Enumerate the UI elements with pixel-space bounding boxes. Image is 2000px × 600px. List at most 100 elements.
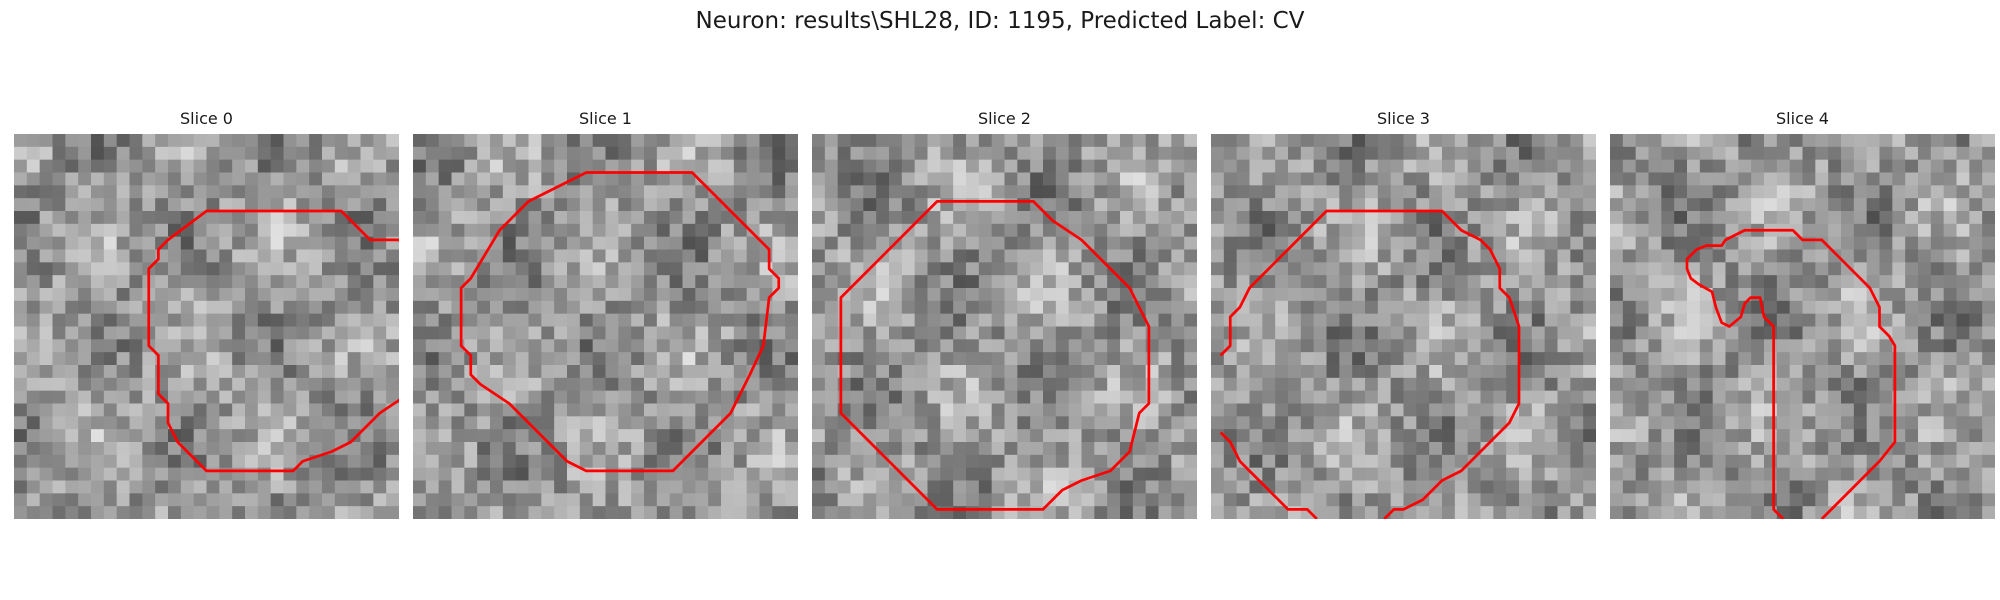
- image-pixel: [1557, 442, 1571, 456]
- image-pixel: [193, 262, 207, 276]
- image-pixel: [1687, 467, 1701, 481]
- image-pixel: [334, 403, 349, 417]
- image-pixel: [270, 326, 284, 340]
- image-pixel: [1262, 172, 1276, 186]
- image-pixel: [876, 480, 890, 494]
- image-pixel: [490, 223, 504, 238]
- image-pixel: [219, 211, 233, 225]
- image-pixel: [592, 365, 606, 379]
- image-pixel: [129, 159, 143, 173]
- image-pixel: [1738, 159, 1752, 173]
- image-pixel: [1776, 365, 1791, 379]
- image-pixel: [746, 326, 760, 340]
- image-pixel: [772, 403, 786, 417]
- image-pixel: [1570, 313, 1584, 327]
- image-pixel: [1211, 377, 1225, 392]
- image-pixel: [1352, 185, 1366, 199]
- image-pixel: [1828, 172, 1842, 186]
- image-pixel: [309, 390, 323, 404]
- image-pixel: [1493, 326, 1507, 340]
- image-pixel: [1622, 211, 1637, 225]
- image-pixel: [656, 198, 671, 212]
- image-pixel: [1674, 134, 1688, 148]
- image-pixel: [1815, 454, 1829, 469]
- image-pixel: [1223, 493, 1238, 507]
- image-pixel: [1081, 300, 1095, 315]
- image-pixel: [155, 198, 169, 212]
- image-pixel: [78, 300, 92, 315]
- image-pixel: [579, 185, 594, 199]
- image-pixel: [1969, 467, 1983, 481]
- image-pixel: [1262, 506, 1276, 519]
- image-pixel: [1004, 223, 1018, 238]
- image-pixel: [1712, 416, 1726, 430]
- image-pixel: [953, 146, 967, 161]
- image-pixel: [477, 352, 491, 366]
- image-pixel: [1480, 480, 1494, 494]
- image-pixel: [1506, 223, 1520, 238]
- image-pixel: [1892, 326, 1906, 340]
- image-pixel: [270, 442, 284, 456]
- image-pixel: [270, 223, 284, 238]
- image-pixel: [490, 185, 504, 199]
- image-pixel: [1687, 288, 1701, 302]
- image-pixel: [721, 365, 735, 379]
- image-pixel: [1184, 146, 1197, 161]
- image-pixel: [631, 480, 645, 494]
- image-pixel: [1236, 429, 1250, 443]
- image-pixel: [1081, 442, 1095, 456]
- image-pixel: [1725, 211, 1739, 225]
- image-pixel: [1828, 134, 1842, 148]
- image-pixel: [1004, 365, 1018, 379]
- image-pixel: [451, 300, 465, 315]
- image-pixel: [592, 313, 606, 327]
- image-pixel: [1120, 390, 1134, 404]
- image-pixel: [876, 352, 890, 366]
- image-pixel: [425, 146, 440, 161]
- image-pixel: [413, 185, 427, 199]
- image-pixel: [1390, 467, 1404, 481]
- image-pixel: [1583, 480, 1596, 494]
- image-pixel: [1570, 146, 1584, 161]
- image-pixel: [1262, 429, 1276, 443]
- image-pixel: [850, 134, 864, 148]
- image-pixel: [592, 339, 606, 353]
- image-pixel: [1249, 442, 1263, 456]
- image-pixel: [1519, 365, 1533, 379]
- image-pixel: [1918, 480, 1932, 494]
- image-pixel: [1145, 185, 1159, 199]
- image-pixel: [309, 146, 323, 161]
- slice-title: Slice 4: [1776, 109, 1829, 128]
- image-pixel: [1789, 313, 1803, 327]
- image-pixel: [1223, 236, 1238, 250]
- image-pixel: [1892, 172, 1906, 186]
- image-pixel: [1905, 403, 1919, 417]
- image-pixel: [618, 326, 632, 340]
- image-pixel: [889, 442, 903, 456]
- image-pixel: [631, 300, 645, 315]
- image-pixel: [373, 493, 387, 507]
- image-pixel: [966, 467, 980, 481]
- image-pixel: [1365, 185, 1379, 199]
- image-pixel: [1802, 390, 1816, 404]
- image-pixel: [1674, 223, 1688, 238]
- image-pixel: [746, 134, 760, 148]
- image-pixel: [1557, 429, 1571, 443]
- image-pixel: [1352, 236, 1366, 250]
- image-pixel: [1776, 416, 1791, 430]
- image-pixel: [1764, 377, 1778, 392]
- image-pixel: [1738, 365, 1752, 379]
- image-pixel: [541, 467, 555, 481]
- image-pixel: [592, 454, 606, 469]
- image-pixel: [1918, 300, 1932, 315]
- image-pixel: [1171, 146, 1185, 161]
- image-pixel: [1211, 403, 1225, 417]
- image-pixel: [180, 493, 195, 507]
- image-pixel: [1687, 313, 1701, 327]
- image-pixel: [1377, 134, 1392, 148]
- image-pixel: [1352, 467, 1366, 481]
- image-pixel: [39, 480, 53, 494]
- image-pixel: [322, 223, 336, 238]
- image-pixel: [528, 300, 542, 315]
- image-pixel: [1493, 454, 1507, 469]
